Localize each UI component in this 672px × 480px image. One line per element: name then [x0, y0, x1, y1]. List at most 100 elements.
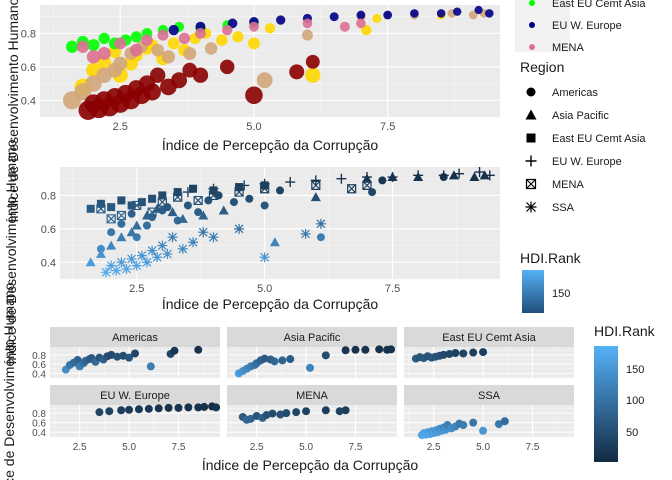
- facet-strip: [227, 327, 397, 347]
- panel-2-x-tick-label: 2.5: [129, 283, 144, 295]
- facet-east-eu-cemt-asia: East EU Cemt Asia: [404, 327, 574, 379]
- facet-data-point: [174, 403, 183, 412]
- facet-x-tick-label: 7.5: [172, 442, 186, 453]
- legend-1-swatch-mena: [529, 44, 535, 50]
- panel-2-x-tick-label: 5.0: [257, 283, 272, 295]
- data-point-east-eu-cemt-asia: [98, 32, 110, 45]
- legend-1-background: [515, 0, 570, 52]
- data-point-eu-w-europe: [329, 12, 339, 22]
- data-point-ssa: [208, 232, 219, 243]
- data-point-asia-pacific: [269, 237, 280, 247]
- data-point-eu-w-europe: [413, 170, 424, 181]
- facet-strip: [227, 385, 397, 405]
- data-point-mena: [222, 24, 233, 36]
- facet-asia-pacific: Asia Pacific: [227, 327, 397, 379]
- data-point-mena: [86, 50, 101, 64]
- facet-data-point: [286, 355, 295, 364]
- panel-2-ticks: 2.5 5.0 7.5 0.4 0.6 0.8: [41, 190, 401, 295]
- facet-data-point: [154, 404, 163, 413]
- data-point-ssa: [143, 83, 161, 101]
- y-axis-title-middle: Índice de Desenvolvimento Humano: [3, 139, 19, 364]
- data-point-americas: [248, 37, 260, 50]
- region-legend-label: SSA: [552, 202, 575, 214]
- data-point-americas: [372, 13, 382, 23]
- data-point-ssa: [315, 218, 326, 229]
- facet-data-point: [439, 350, 448, 359]
- data-point-mena: [116, 210, 126, 221]
- facet-data-point: [105, 407, 114, 416]
- data-point-americas: [142, 221, 151, 230]
- data-point-asia-pacific: [141, 210, 152, 220]
- y-axis-title-upper: Índice de Desenvolvimento Humano: [5, 0, 21, 222]
- legend-1: East EU Cemt Asia EU W. Europe MENA: [529, 0, 646, 54]
- data-point-asia-pacific: [183, 46, 197, 60]
- y-axis-title-lower: Índice de Desenvolvimento Humano: [1, 282, 17, 480]
- facet-data-point: [194, 345, 203, 354]
- facet-y-tick-label: 0.6: [32, 360, 46, 371]
- data-point-mena: [129, 43, 143, 57]
- data-point-east-eu-cemt-asia: [173, 188, 182, 197]
- data-point-mena: [178, 32, 191, 45]
- facet-x-tick-label: 7.5: [526, 442, 540, 453]
- chart-panel-1: 2.5 5.0 7.5 0.4 0.6 0.8 Índice de Percepção d…: [21, 0, 646, 153]
- data-point-mena: [234, 187, 244, 197]
- data-point-americas: [229, 198, 238, 207]
- facet-mena: MENA 2.5 5.0 7.5: [227, 385, 397, 453]
- panel-1-y-tick-label: 0.8: [21, 28, 36, 40]
- facet-data-point: [134, 405, 143, 414]
- data-point-ssa: [198, 227, 209, 238]
- facet-data-point: [387, 345, 396, 354]
- data-point-ssa: [177, 243, 188, 254]
- data-point-eu-w-europe: [474, 167, 485, 178]
- facet-data-point: [459, 349, 468, 358]
- facet-data-point: [321, 406, 330, 415]
- facet-data-point: [194, 403, 203, 412]
- data-point-eu-w-europe: [259, 178, 270, 189]
- facet-data-point: [164, 403, 173, 412]
- facet-background: [50, 405, 220, 437]
- data-point-mena: [208, 190, 219, 201]
- data-point-asia-pacific: [469, 172, 480, 182]
- data-point-eu-w-europe: [356, 10, 366, 20]
- facet-data-point: [113, 352, 122, 361]
- facet-data-point: [117, 406, 126, 415]
- facet-data-point: [459, 421, 468, 430]
- facet-y-tick-label: 0.4: [32, 428, 46, 439]
- region-legend-key: [526, 133, 536, 143]
- facet-data-point: [146, 362, 155, 371]
- data-point-americas: [194, 208, 203, 217]
- data-point-eu-w-europe: [474, 5, 483, 15]
- data-point-mena: [114, 37, 127, 50]
- facet-data-point: [73, 355, 82, 364]
- hdi-rank-colorbar-2-label-150: 150: [626, 364, 644, 376]
- region-legend-label: MENA: [552, 179, 584, 191]
- data-point-ssa: [131, 260, 142, 271]
- data-point-americas: [368, 188, 377, 197]
- data-point-asia-pacific: [116, 232, 127, 242]
- data-point-mena: [157, 197, 167, 207]
- facet-y-tick-label: 0.8: [32, 351, 46, 362]
- facet-data-point: [260, 354, 269, 363]
- chart-panel-2: 2.5 5.0 7.5 0.4 0.6 0.8 Índice de Percepção d…: [41, 59, 646, 313]
- facet-data-point: [278, 356, 287, 365]
- facet-x-tick-label: 5.0: [299, 442, 313, 453]
- data-point-ssa: [149, 67, 166, 83]
- facet-data-point: [246, 414, 255, 423]
- data-point-mena: [248, 21, 259, 32]
- data-point-ssa: [101, 267, 112, 278]
- facet-data-point: [469, 418, 478, 427]
- data-point-ssa: [245, 86, 263, 105]
- facet-data-point: [494, 420, 503, 429]
- region-legend-label: EU W. Europe: [552, 156, 622, 168]
- data-point-mena: [362, 180, 372, 190]
- region-legend-title: Region: [520, 59, 564, 75]
- facet-background: [227, 405, 397, 437]
- data-point-mena: [141, 34, 153, 46]
- data-point-mena: [147, 207, 157, 217]
- data-point-americas: [316, 233, 325, 242]
- facet-ssa: SSA 2.5 5.0 7.5: [404, 385, 574, 453]
- data-point-eu-w-europe: [485, 9, 494, 18]
- data-point-east-eu-cemt-asia: [148, 194, 157, 203]
- data-point-americas: [117, 219, 126, 228]
- facet-data-point: [184, 403, 193, 412]
